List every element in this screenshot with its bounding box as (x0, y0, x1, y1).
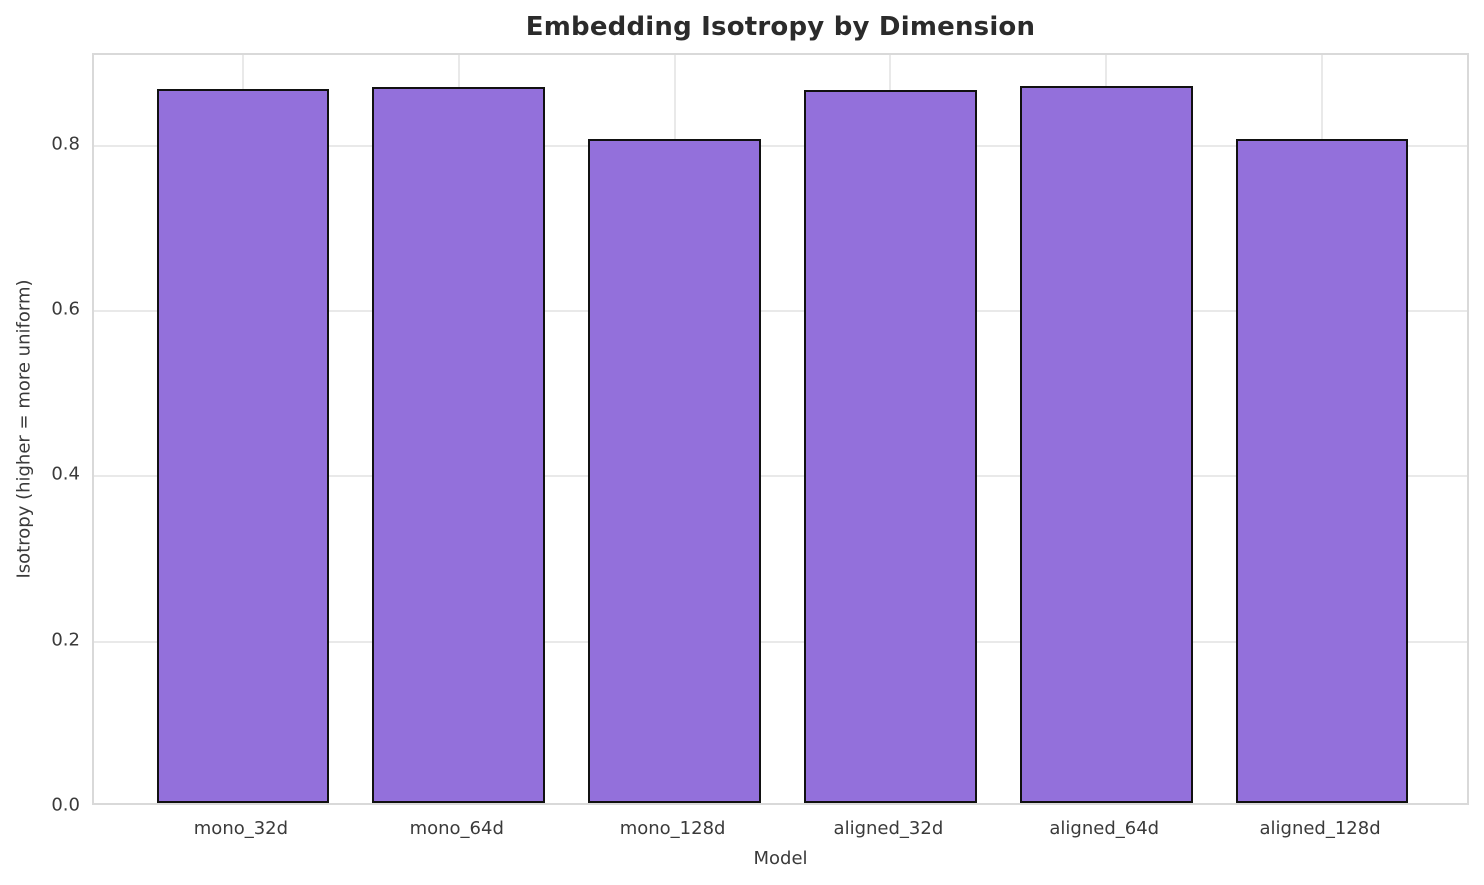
bar-aligned_64d (1019, 85, 1193, 803)
y-gridline (94, 475, 1467, 478)
y-gridline (94, 144, 1467, 147)
plot-area (92, 53, 1469, 805)
x-tick-label: aligned_32d (833, 818, 944, 839)
bar-aligned_32d (804, 89, 977, 803)
bar-mono_64d (372, 86, 546, 803)
y-tick-label: 0.2 (51, 629, 80, 651)
x-tick-label: mono_64d (409, 818, 504, 839)
y-tick-label: 0.4 (51, 463, 80, 485)
y-tick-label: 0.8 (51, 133, 80, 155)
bar-mono_32d (156, 89, 330, 803)
y-gridline (94, 640, 1467, 643)
bar-aligned_128d (1235, 139, 1409, 803)
x-tick-label: mono_32d (193, 818, 289, 839)
y-gridline (94, 310, 1467, 313)
x-axis-label: Model (753, 848, 808, 869)
x-tick-label: aligned_128d (1259, 818, 1381, 839)
bar-mono_128d (588, 139, 761, 803)
x-tick-label: mono_128d (619, 818, 726, 839)
chart-title: Embedding Isotropy by Dimension (525, 12, 1036, 42)
y-tick-label: 0.6 (51, 298, 80, 320)
y-tick-label: 0.0 (51, 794, 80, 816)
y-axis-label: Isotropy (higher = more uniform) (13, 279, 35, 579)
x-tick-label: aligned_64d (1049, 818, 1160, 839)
